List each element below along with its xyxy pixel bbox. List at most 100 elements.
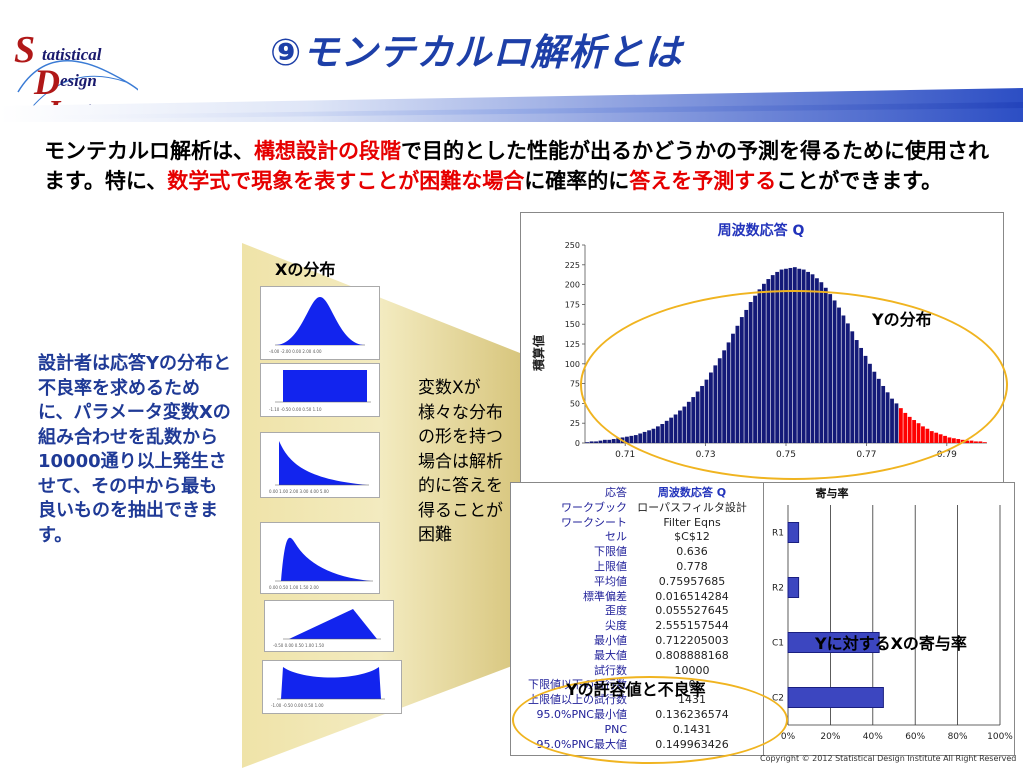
stats-value: 0.75957685 [658,574,726,588]
copyright-text: Copyright © 2012 Statistical Design Inst… [760,754,1017,763]
contribution-x-tick: 20% [820,732,840,742]
stats-value: 0.016514284 [655,589,729,603]
tolerance-label: Yの許容値と不良率 [566,680,706,699]
intro-text-4: ことができます。 [776,169,943,193]
intro-text-1: モンテカルロ解析は、 [44,139,254,163]
stats-row: 平均値 0.75957685 [511,575,765,588]
contribution-label: Yに対するXの寄与率 [815,634,967,653]
stats-label: 最大値 [594,648,627,662]
contribution-x-tick: 40% [863,732,883,742]
histogram-y-tick: 225 [565,261,580,270]
stats-value: 0.055527645 [655,604,729,618]
stats-label: 標準偏差 [583,589,627,603]
dist-thumb-triangular: -0.50 0.00 0.50 1.00 1.50 [264,600,394,652]
intro-text-2: で目的とした性能が出るかどうかの予測を得るために使用されます。特に、 [44,139,989,193]
stats-label: セル [605,530,627,544]
histogram-y-tick: 75 [570,380,580,389]
stats-value: 0.712205003 [655,634,729,647]
histogram-y-tick: 150 [565,320,580,329]
svg-text:0.00 0.50 1.00 1.50 2.00: 0.00 0.50 1.00 1.50 2.00 [269,585,319,590]
dist-thumb-exponential: 0.00 1.00 2.00 3.00 4.00 5.00 [260,432,380,498]
histogram-bar [982,442,987,443]
stats-label: 最小値 [594,634,627,647]
histogram-bar [974,441,978,443]
stats-row: 最大値 0.808888168 [511,649,765,662]
logo-word-1: tatistical [42,45,102,64]
histogram-bar [611,439,616,443]
logo-letter-s: S [14,29,35,71]
stats-label: 試行数 [594,663,627,677]
intro-highlight-3: 答えを予測する [629,169,777,193]
histogram-y-tick: 250 [565,241,580,250]
stats-row: 最小値 0.712205003 [511,634,765,647]
tolerance-ellipse [512,676,788,764]
histogram-x-tick: 0.71 [615,450,635,460]
contribution-category: R1 [772,529,784,539]
histogram-bar [594,441,598,443]
histogram-y-tick: 100 [565,360,580,369]
stats-label: 歪度 [605,604,627,618]
histogram-y-tick: 50 [570,399,580,408]
histogram-bar [978,441,983,443]
stats-label: 応答 [605,486,627,499]
stats-value: ローパスフィルタ設計 [637,500,747,514]
stats-value: 周波数応答 Q [657,486,727,499]
stats-value: Filter Eqns [663,515,721,529]
stats-row: 応答 周波数応答 Q [511,486,765,499]
designer-explanation: 設計者は応答Yの分布と不良率を求めるために、パラメータ変数Xの組み合わせを乱数か… [38,353,232,546]
svg-text:-4.00 -2.00 0.00 2.00 4.00: -4.00 -2.00 0.00 2.00 4.00 [269,349,322,354]
page-title: ⑨モンテカルロ解析とは [270,31,683,74]
svg-text:-1.00 -0.50 0.00 0.50 1.00: -1.00 -0.50 0.00 0.50 1.00 [271,703,324,708]
dist-thumb-u-shaped: -1.00 -0.50 0.00 0.50 1.00 [262,660,402,714]
variable-distribution-note: 変数Xが様々な分布の形を持つ場合は解析的に答えを得ることが困難 [418,378,503,545]
contribution-title: 寄与率 [816,486,849,500]
histogram-bar [598,440,603,443]
histogram-bar [589,441,594,443]
intro-highlight-2: 数学式で現象を表すことが困難な場合 [167,169,525,193]
contribution-bar [787,522,800,543]
contribution-category: C1 [772,639,784,649]
stats-row: 下限値 0.636 [511,545,765,558]
histogram-y-tick: 25 [570,419,580,428]
stats-value: $C$12 [674,530,710,544]
dist-thumb-normal: -4.00 -2.00 0.00 2.00 4.00 [260,286,380,360]
histogram-bar [585,442,590,443]
stats-label: 上限値 [594,560,627,573]
y-distribution-label: Yの分布 [872,310,932,329]
histogram-y-tick: 125 [565,340,580,349]
stats-row: ワークシート Filter Eqns [511,516,765,529]
histogram-y-label: 積算値 [531,335,546,372]
stats-label: 平均値 [594,574,627,588]
histogram-bar [602,439,607,443]
contribution-bar [787,687,884,708]
contribution-x-tick: 100% [987,732,1013,742]
intro-highlight-1: 構想設計の段階 [254,139,401,163]
stats-label: 尖度 [605,619,627,633]
histogram-bar [616,438,621,443]
histogram-y-tick: 0 [575,439,580,448]
stats-label: ワークブック [561,500,627,514]
stats-row: ワークブック ローパスフィルタ設計 [511,501,765,514]
x-distribution-title: Xの分布 [275,260,336,279]
contribution-chart: 寄与率 R1 R2 C1 C2 0% 20% 40% 60% 80% 100% [772,486,1013,742]
stats-label: 下限値 [594,545,627,559]
stats-row: セル $C$12 [511,530,765,543]
header-band [0,88,1023,122]
stats-row: 上限値 0.778 [511,560,765,573]
contribution-x-tick: 0% [781,732,796,742]
stats-value: 0.636 [676,545,708,559]
contribution-x-tick: 60% [905,732,925,742]
contribution-bar [787,632,880,653]
histogram-y-tick: 175 [565,300,580,309]
logo-letter-d: D [33,62,60,102]
svg-text:-1.10 -0.50 0.00 0.50 1.10: -1.10 -0.50 0.00 0.50 1.10 [269,407,322,412]
stats-value: 2.555157544 [655,619,729,633]
histogram-title: 周波数応答 Q [718,222,805,239]
y-distribution-ellipse [580,290,1008,480]
histogram-y-tick: 200 [565,281,580,290]
svg-text:-0.50 0.00 0.50 1.00 1.50: -0.50 0.00 0.50 1.00 1.50 [273,643,325,648]
contribution-panel: 寄与率 R1 R2 C1 C2 0% 20% 40% 60% 80% 100% [763,482,1015,756]
svg-text:0.00 1.00 2.00 3.00 4.00 5.00: 0.00 1.00 2.00 3.00 4.00 5.00 [269,489,329,494]
contribution-category: C2 [772,694,784,704]
contribution-x-tick: 80% [948,732,968,742]
